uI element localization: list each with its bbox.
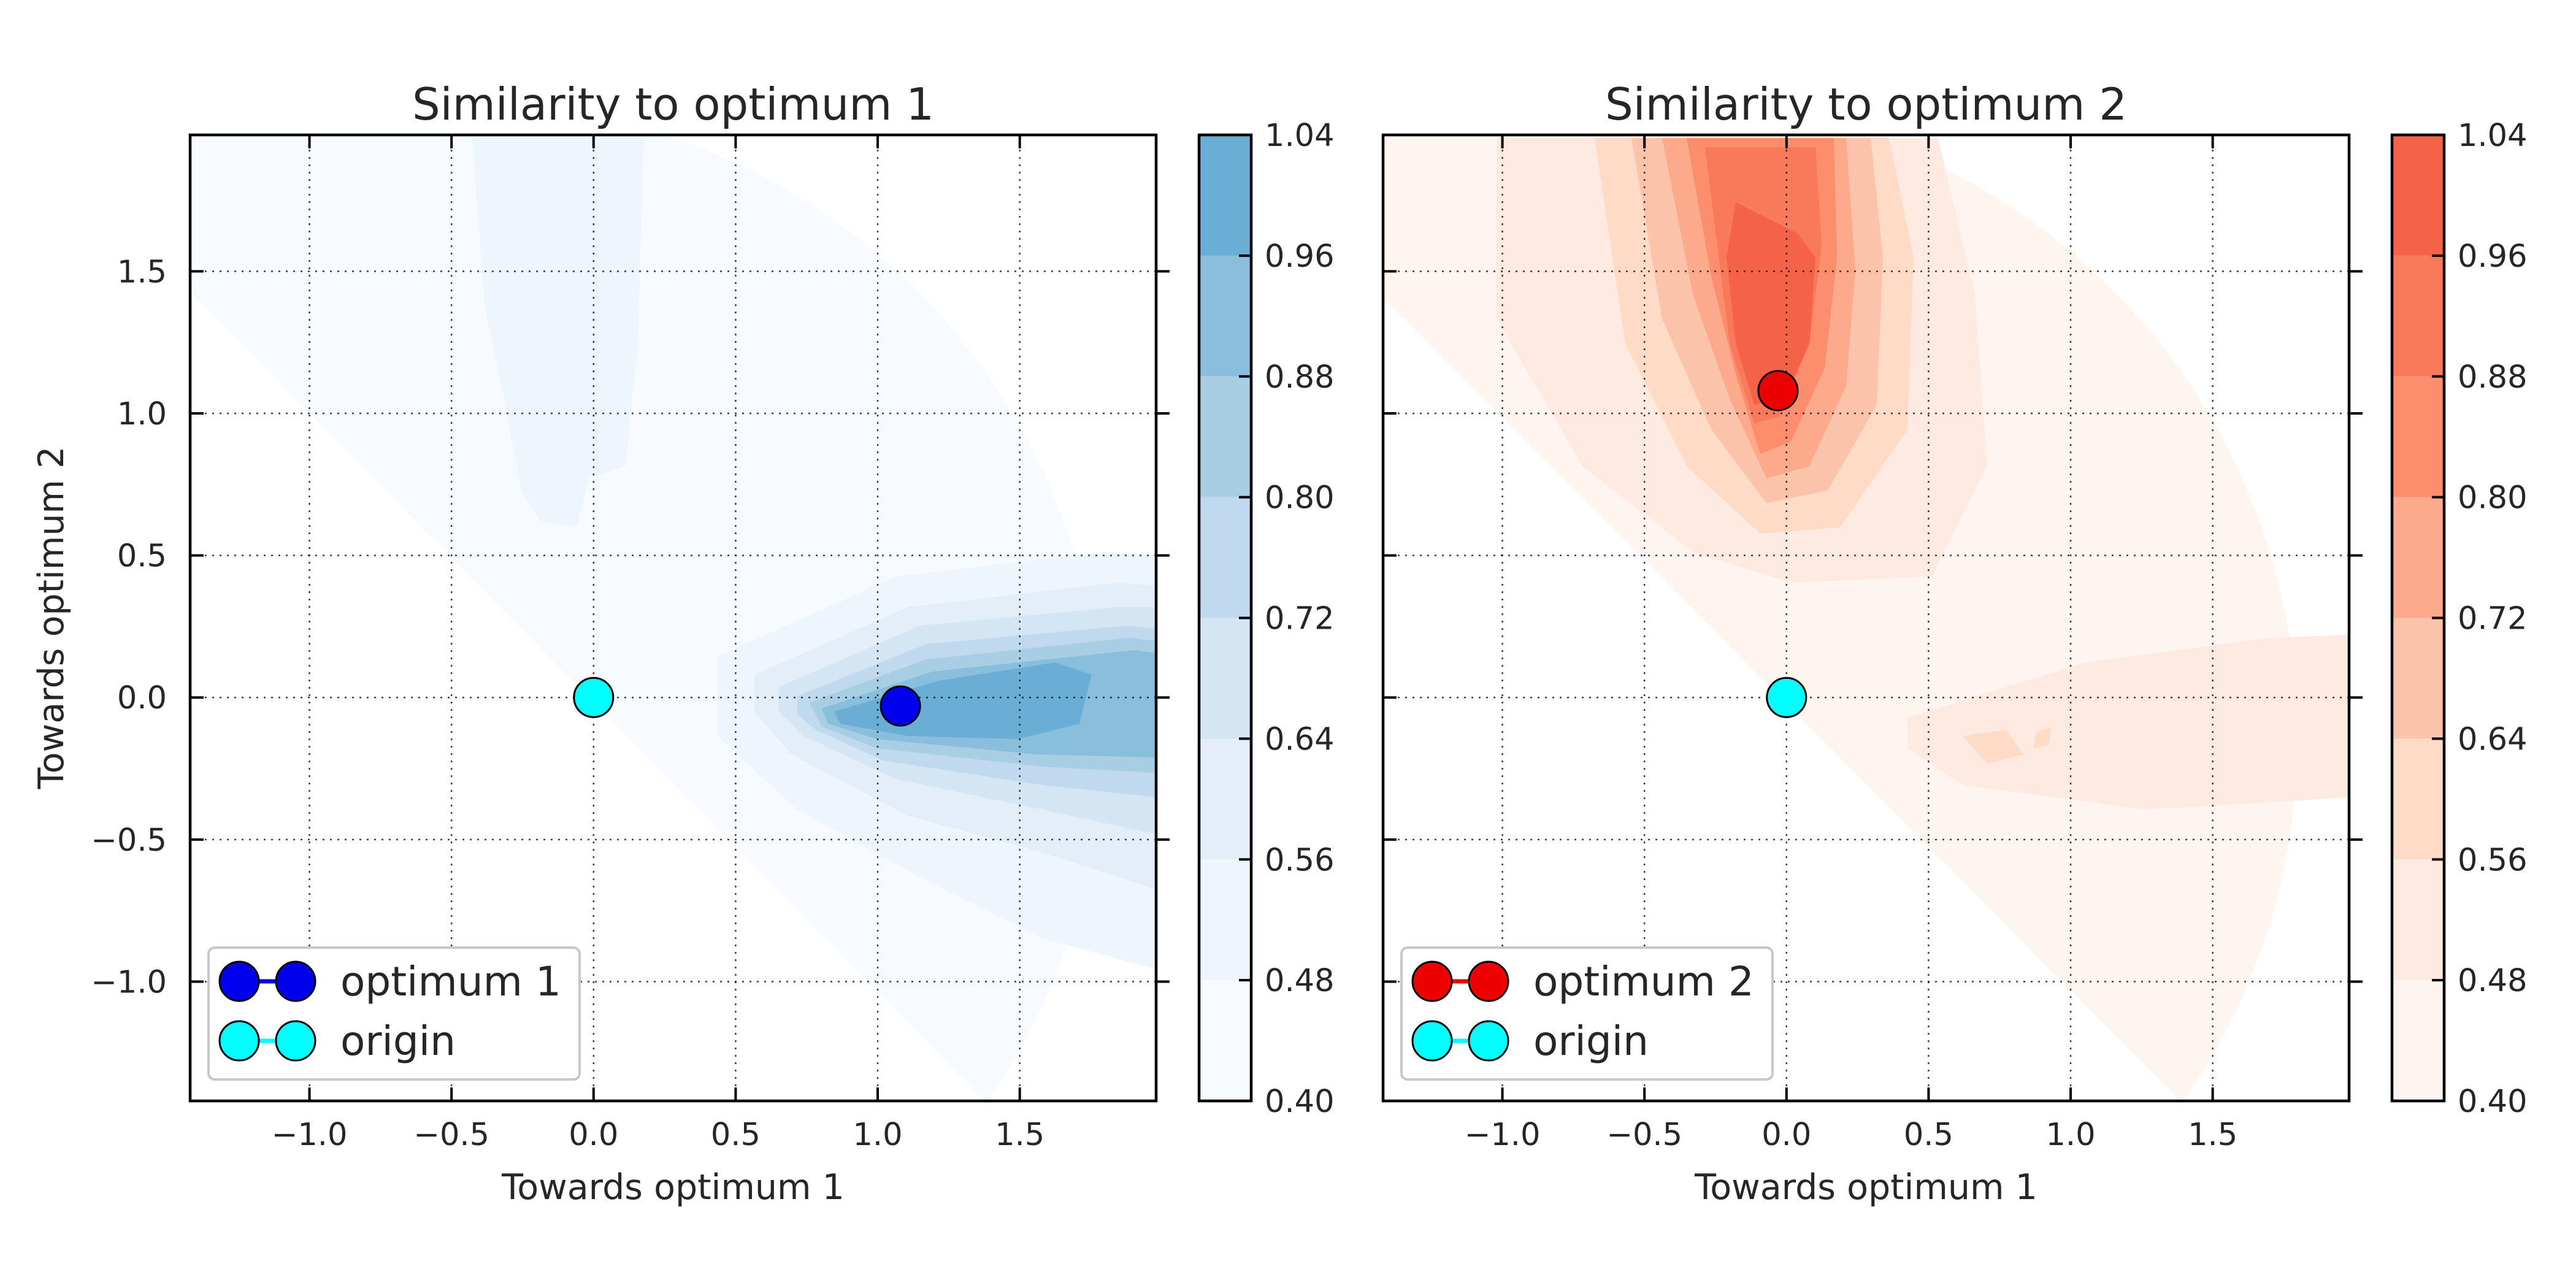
colorbar-tick-label: 0.96 xyxy=(2458,239,2528,275)
point-optimum-1 xyxy=(880,685,921,727)
contour-field xyxy=(1383,135,2349,1101)
colorbar-segment xyxy=(2392,980,2444,1101)
colorbar-tick-label: 0.80 xyxy=(2458,480,2528,516)
x-tick-label: 0.0 xyxy=(569,1117,618,1153)
x-tick-label: −1.0 xyxy=(272,1117,348,1153)
axes-frame xyxy=(188,133,1158,1103)
y-tick-label: 1.5 xyxy=(117,254,167,290)
colorbar-tick-label: 0.48 xyxy=(2458,963,2528,999)
colorbar-tick-label: 0.72 xyxy=(1265,601,1335,637)
colorbar-segment xyxy=(1199,618,1251,739)
colorbar-tick-label: 0.88 xyxy=(1265,359,1335,396)
colorbar-segment xyxy=(1199,135,1251,256)
legend-entry: optimum 1 xyxy=(218,958,561,1005)
x-tick-label: −0.5 xyxy=(413,1117,489,1153)
x-tick-label: 1.5 xyxy=(2188,1117,2237,1153)
colorbar-segment xyxy=(2392,738,2444,860)
legend-marker xyxy=(218,960,260,1002)
data-points xyxy=(1757,370,1807,718)
colorbar: 0.40 0.48 0.56 0.64 0.72 0.80 0.88 0.96 1.04 xyxy=(1197,118,1335,1120)
colorbar-segment xyxy=(2392,497,2444,618)
legend-marker xyxy=(218,1020,260,1062)
legend-label: optimum 1 xyxy=(340,958,561,1005)
panel-optimum-1: −1.0 −0.5 0.0 0.5 1.0 1.5 −1.0 −0.5 0.0 0.5 1.0 1.5… xyxy=(31,79,1335,1208)
contour-band xyxy=(1907,635,2349,810)
y-axis-label: Towards optimum 2 xyxy=(31,447,72,790)
colorbar-tick-label: 0.56 xyxy=(2458,842,2528,878)
legend-entry: optimum 2 xyxy=(1411,958,1754,1005)
data-points xyxy=(573,677,921,727)
x-tick-label: −0.5 xyxy=(1606,1117,1682,1153)
colorbar-segment xyxy=(2392,859,2444,981)
colorbar-segment xyxy=(1199,859,1251,981)
x-tick-label: 1.0 xyxy=(853,1117,902,1153)
colorbar-tick-label: 1.04 xyxy=(1265,118,1335,154)
legend-marker xyxy=(1468,1020,1509,1062)
y-tick-label: 1.0 xyxy=(117,396,167,432)
colorbar-tick-label: 0.80 xyxy=(1265,480,1335,516)
legend: optimum 1 origin xyxy=(207,946,581,1081)
legend-marker xyxy=(275,960,316,1002)
point-origin xyxy=(573,677,615,718)
region-sector xyxy=(190,135,1102,1101)
colorbar-tick-label: 0.40 xyxy=(2458,1084,2528,1120)
contour-band xyxy=(2033,727,2052,748)
axis-ticks: −1.0 −0.5 0.0 0.5 1.0 1.5 −1.0 −0.5 0.0 0.5 1.0 1.5 xyxy=(91,135,1170,1153)
x-tick-label: 0.5 xyxy=(711,1117,761,1153)
colorbar-segment xyxy=(1199,497,1251,618)
contour-band xyxy=(472,138,644,527)
colorbar-tick-label: 0.64 xyxy=(2458,721,2528,757)
contour-band xyxy=(1963,730,2024,764)
colorbar-tick-label: 1.04 xyxy=(2458,118,2528,154)
colorbar-tick-label: 0.64 xyxy=(1265,721,1335,757)
chart-title: Similarity to optimum 1 xyxy=(412,79,934,130)
panel-optimum-2: −1.0 −0.5 0.0 0.5 1.0 1.5 Similarity to optim… xyxy=(1381,79,2528,1208)
colorbar-segment xyxy=(1199,738,1251,860)
y-tick-label: 0.5 xyxy=(117,539,167,575)
colorbar-segment xyxy=(1199,980,1251,1101)
axes-frame xyxy=(1381,133,2351,1103)
axis-ticks: −1.0 −0.5 0.0 0.5 1.0 1.5 xyxy=(1383,135,2363,1153)
colorbar-segment xyxy=(2392,255,2444,377)
legend-marker xyxy=(1411,1020,1453,1062)
x-tick-label: −1.0 xyxy=(1465,1117,1541,1153)
legend-entry: origin xyxy=(218,1018,456,1065)
y-tick-label: −1.0 xyxy=(91,964,167,1000)
legend-marker xyxy=(1468,960,1509,1002)
colorbar-tick-label: 0.88 xyxy=(2458,359,2528,396)
colorbar-segment xyxy=(1199,255,1251,377)
legend: optimum 2 origin xyxy=(1400,946,1774,1081)
colorbar-tick-label: 0.48 xyxy=(1265,963,1335,999)
y-tick-label: 0.0 xyxy=(117,680,167,716)
x-tick-label: 0.5 xyxy=(1904,1117,1953,1153)
colorbar-segment xyxy=(1199,376,1251,497)
legend-label: optimum 2 xyxy=(1533,958,1754,1005)
y-tick-label: −0.5 xyxy=(91,822,167,859)
colorbar-tick-label: 0.40 xyxy=(1265,1084,1335,1120)
chart-title: Similarity to optimum 2 xyxy=(1605,79,2127,130)
x-tick-label: 1.0 xyxy=(2045,1117,2095,1153)
colorbar-tick-label: 0.96 xyxy=(1265,239,1335,275)
x-tick-label: 0.0 xyxy=(1761,1117,1811,1153)
x-axis-label: Towards optimum 1 xyxy=(1694,1167,2037,1208)
colorbar: 0.40 0.48 0.56 0.64 0.72 0.80 0.88 0.96 1.04 xyxy=(2390,118,2528,1120)
colorbar-segment xyxy=(2392,618,2444,739)
legend-label: origin xyxy=(340,1018,456,1065)
legend-marker xyxy=(1411,960,1453,1002)
legend-entry: origin xyxy=(1411,1018,1649,1065)
colorbar-tick-label: 0.72 xyxy=(2458,601,2528,637)
x-tick-label: 1.5 xyxy=(995,1117,1045,1153)
colorbar-tick-label: 0.56 xyxy=(1265,842,1335,878)
point-origin xyxy=(1766,677,1807,718)
point-optimum-2 xyxy=(1757,370,1799,412)
colorbar-segment xyxy=(2392,135,2444,256)
legend-label: origin xyxy=(1533,1018,1649,1065)
colorbar-segment xyxy=(2392,376,2444,497)
x-axis-label: Towards optimum 1 xyxy=(501,1167,845,1208)
contour-band xyxy=(1727,202,1815,405)
legend-marker xyxy=(275,1020,316,1062)
